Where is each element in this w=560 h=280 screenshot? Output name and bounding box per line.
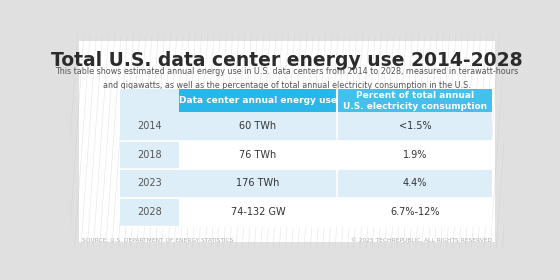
Text: © 2025 TECHREPUBLIC, ALL RIGHTS RESERVED: © 2025 TECHREPUBLIC, ALL RIGHTS RESERVED bbox=[351, 238, 492, 243]
Bar bbox=[179, 141, 337, 169]
Text: Total U.S. data center energy use 2014-2028: Total U.S. data center energy use 2014-2… bbox=[51, 51, 523, 69]
Text: This table shows estimated annual energy use in U.S. data centers from 2014 to 2: This table shows estimated annual energy… bbox=[55, 67, 519, 90]
Bar bbox=[337, 169, 492, 198]
Bar bbox=[120, 169, 179, 198]
FancyBboxPatch shape bbox=[80, 41, 494, 241]
Bar bbox=[179, 112, 337, 141]
Text: 6.7%-12%: 6.7%-12% bbox=[390, 207, 440, 217]
Text: SOURCE: U.S. DEPARTMENT OF ENERGY STATISTICS: SOURCE: U.S. DEPARTMENT OF ENERGY STATIS… bbox=[82, 238, 234, 243]
Bar bbox=[120, 141, 179, 169]
Bar bbox=[337, 198, 492, 226]
Bar bbox=[179, 89, 337, 112]
Text: 2014: 2014 bbox=[137, 122, 162, 131]
Bar bbox=[337, 141, 492, 169]
Text: 2028: 2028 bbox=[137, 207, 162, 217]
Bar bbox=[337, 112, 492, 141]
Text: Data center annual energy use: Data center annual energy use bbox=[179, 96, 337, 105]
Text: 1.9%: 1.9% bbox=[403, 150, 427, 160]
Text: 2023: 2023 bbox=[137, 178, 162, 188]
Text: 176 TWh: 176 TWh bbox=[236, 178, 279, 188]
Bar bbox=[179, 169, 337, 198]
Bar bbox=[120, 89, 179, 112]
Text: 74-132 GW: 74-132 GW bbox=[231, 207, 285, 217]
Text: <1.5%: <1.5% bbox=[399, 122, 431, 131]
Text: 4.4%: 4.4% bbox=[403, 178, 427, 188]
Text: 60 TWh: 60 TWh bbox=[239, 122, 277, 131]
Bar bbox=[179, 198, 337, 226]
Text: Percent of total annual
U.S. electricity consumption: Percent of total annual U.S. electricity… bbox=[343, 90, 487, 111]
Bar bbox=[120, 112, 179, 141]
Bar bbox=[120, 198, 179, 226]
Text: 2018: 2018 bbox=[137, 150, 162, 160]
Bar bbox=[337, 89, 492, 112]
Text: 76 TWh: 76 TWh bbox=[239, 150, 277, 160]
